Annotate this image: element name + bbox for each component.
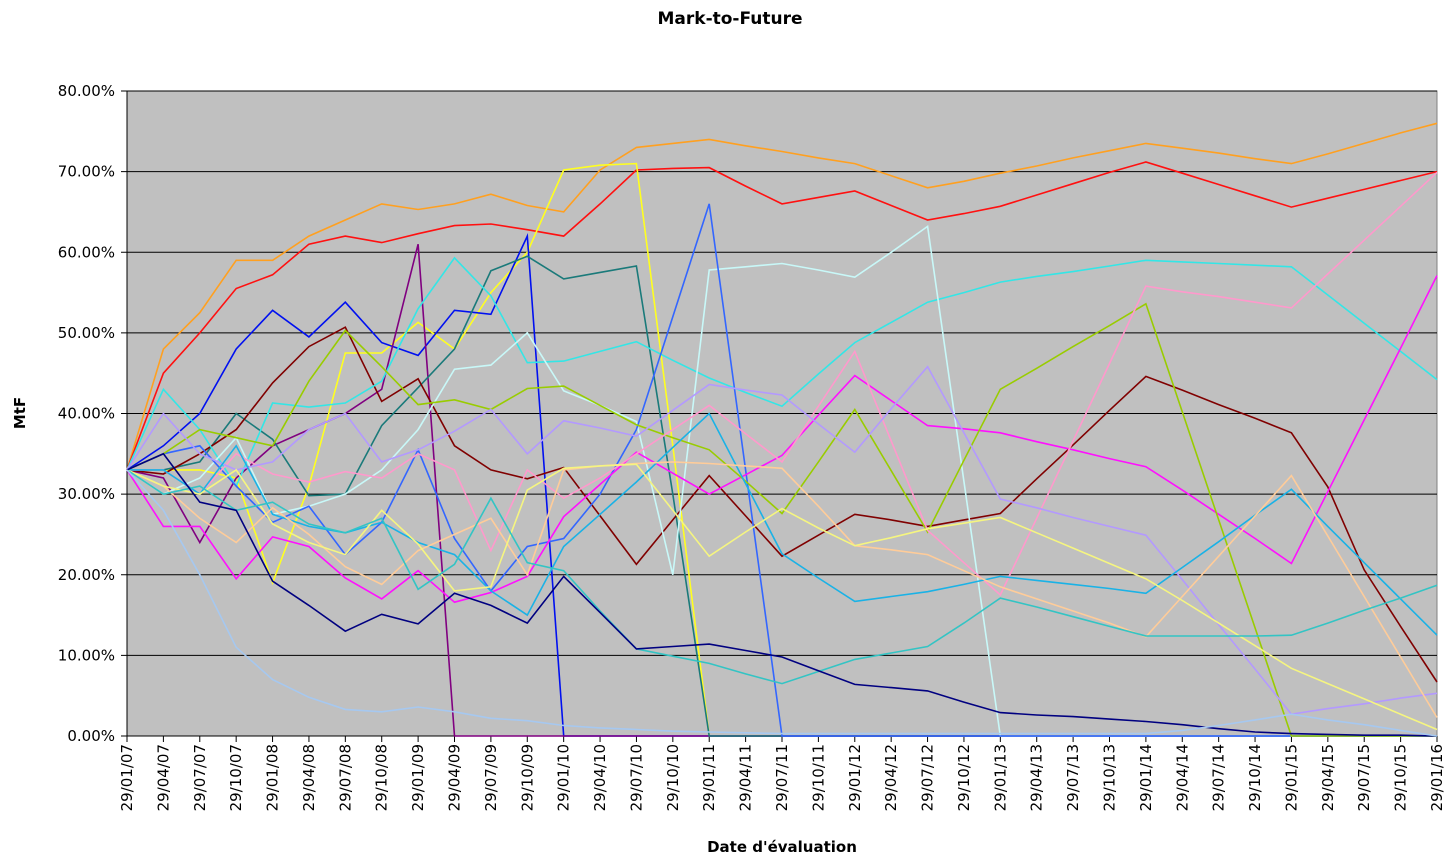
x-tick-label: 29/01/14 [1137, 744, 1155, 811]
x-tick-label: 29/01/10 [555, 744, 573, 811]
x-tick-label: 29/04/12 [882, 744, 900, 811]
series-line [126, 463, 1438, 731]
x-tick-label: 29/07/10 [627, 744, 645, 811]
series-line [126, 302, 1437, 737]
x-tick-label: 29/04/15 [1319, 744, 1337, 811]
x-tick-label: 29/01/13 [991, 744, 1009, 811]
series-line [126, 469, 1438, 685]
y-tick-label: 20.00% [58, 566, 115, 584]
x-tick-label: 29/10/15 [1392, 744, 1410, 811]
x-tick-label: 29/07/13 [1064, 744, 1082, 811]
series-line [126, 256, 1438, 488]
series-line [126, 275, 1438, 604]
x-tick-label: 29/04/11 [737, 744, 755, 811]
x-tick-label: 29/07/15 [1355, 744, 1373, 811]
series-line [126, 469, 1438, 737]
series-line [126, 452, 1438, 737]
y-tick-label: 30.00% [58, 485, 115, 503]
y-tick-label: 60.00% [58, 243, 115, 261]
y-tick-label: 50.00% [58, 324, 115, 342]
y-tick-label: 0.00% [67, 727, 115, 745]
x-tick-label: 29/10/12 [955, 744, 973, 811]
x-tick-label: 29/04/14 [1173, 744, 1191, 811]
series-line [126, 326, 1438, 683]
y-axis-label: MtF [11, 397, 29, 429]
x-tick-label: 29/04/08 [300, 744, 318, 811]
x-tick-label: 29/01/09 [409, 744, 427, 811]
x-tick-label: 29/10/14 [1246, 744, 1264, 811]
x-tick-label: 29/01/11 [700, 744, 718, 811]
x-tick-label: 29/04/09 [446, 744, 464, 811]
x-tick-label: 29/10/07 [227, 744, 245, 811]
x-tick-label: 29/07/12 [919, 744, 937, 811]
series-line [127, 171, 1438, 597]
x-tick-label: 29/04/10 [591, 744, 609, 811]
x-tick-label: 29/04/07 [154, 744, 172, 811]
x-tick-label: 29/07/11 [773, 744, 791, 811]
x-tick-label: 29/01/08 [264, 744, 282, 811]
x-tick-label: 29/07/14 [1210, 744, 1228, 811]
series-line [126, 161, 1438, 471]
x-tick-label: 29/07/09 [482, 744, 500, 811]
x-tick-label: 29/10/11 [809, 744, 827, 811]
x-tick-label: 29/01/12 [846, 744, 864, 811]
x-tick-label: 29/10/10 [664, 744, 682, 811]
series-line [126, 122, 1438, 471]
x-tick-label: 29/07/08 [336, 744, 354, 811]
series-line [126, 461, 1438, 718]
x-tick-label: 29/01/15 [1282, 744, 1300, 811]
x-axis-label: Date d'évaluation [707, 838, 857, 856]
x-tick-label: 29/10/09 [518, 744, 536, 811]
x-tick-label: 29/01/07 [118, 744, 136, 811]
x-tick-label: 29/10/08 [373, 744, 391, 811]
x-tick-label: 29/10/13 [1101, 744, 1119, 811]
x-tick-label: 29/07/07 [191, 744, 209, 811]
y-tick-label: 10.00% [58, 646, 115, 664]
y-tick-label: 80.00% [58, 82, 115, 100]
x-tick-label: 29/04/13 [1028, 744, 1046, 811]
x-tick-label: 29/01/16 [1428, 744, 1446, 811]
chart-title: Mark-to-Future [657, 9, 802, 29]
series-line [126, 365, 1438, 716]
y-tick-label: 40.00% [58, 405, 115, 423]
y-tick-label: 70.00% [58, 163, 115, 181]
